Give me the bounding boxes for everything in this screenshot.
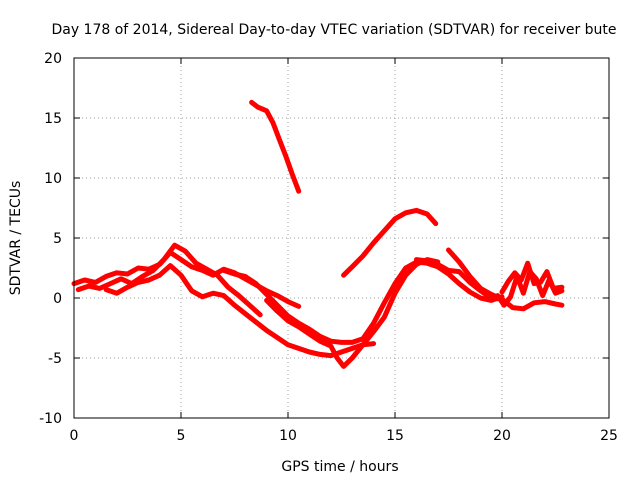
grid-lines [74,58,609,418]
x-tick-label: 10 [279,428,297,444]
series-line-track-5 [103,263,377,359]
series-line-track-1 [249,99,302,194]
x-tick-label: 0 [70,428,79,444]
data-series [71,99,565,369]
series-line-track-8 [413,257,505,302]
x-tick-label: 25 [600,428,618,444]
y-tick-label: -10 [39,411,62,427]
y-tick-label: 20 [44,51,62,67]
plot-frame [73,57,610,419]
series-line-track-4 [75,242,263,318]
series-line-track-11 [495,269,565,308]
y-axis-label: SDTVAR / TECUs [8,181,24,296]
y-tick-label: 0 [53,291,62,307]
series-line-track-7 [264,257,441,369]
x-tick-label: 15 [386,428,404,444]
chart-title: Day 178 of 2014, Sidereal Day-to-day VTE… [51,22,616,38]
y-tick-label: 10 [44,171,62,187]
x-tick-labels: 0 5 10 15 20 25 [70,428,618,444]
series-line-track-2 [341,207,439,278]
x-tick-label: 5 [177,428,186,444]
series-line-track-6 [221,259,505,345]
y-tick-label: -5 [48,351,62,367]
x-axis-label: GPS time / hours [281,459,398,475]
x-tick-label: 20 [493,428,511,444]
y-tick-labels: -10 -5 0 5 10 15 20 [39,51,62,427]
y-tick-label: 5 [53,231,62,247]
y-tick-label: 15 [44,111,62,127]
